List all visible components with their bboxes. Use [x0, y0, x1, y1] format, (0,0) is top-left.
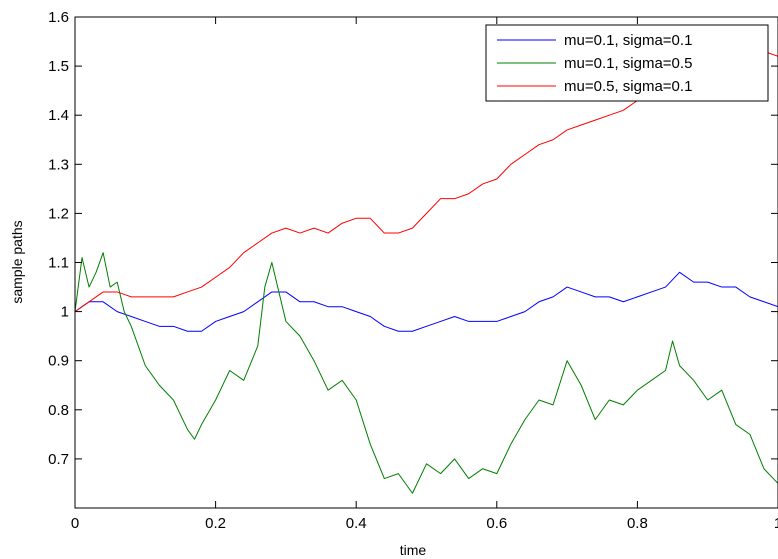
legend-label-3: mu=0.5, sigma=0.1	[564, 78, 692, 95]
legend: mu=0.1, sigma=0.1 mu=0.1, sigma=0.5 mu=0…	[485, 24, 769, 102]
y-tick-label: 0.8	[48, 402, 69, 419]
y-tick-label: 1.5	[48, 58, 69, 75]
y-tick-label: 1	[61, 304, 69, 321]
y-axis-title: sample paths	[9, 220, 25, 303]
legend-label-2: mu=0.1, sigma=0.5	[564, 55, 692, 72]
x-tick-label: 1	[774, 515, 778, 532]
y-tick-label: 1.1	[48, 255, 69, 272]
y-tick-label: 1.4	[48, 107, 69, 124]
legend-label-1: mu=0.1, sigma=0.1	[564, 32, 692, 49]
x-tick-label: 0.2	[205, 515, 226, 532]
series-line-1	[75, 271, 778, 332]
y-tick-label: 0.7	[48, 451, 69, 468]
y-tick-label: 1.2	[48, 205, 69, 222]
x-tick-label: 0	[71, 515, 79, 532]
y-tick-label: 1.3	[48, 156, 69, 173]
x-axis-title: time	[400, 542, 427, 558]
axis-layer: 0 0.2 0.4 0.6 0.8 1 0.7 0.8 0.9 1 1.1 1.2 1.3 1.4 1.5 1…	[48, 9, 778, 532]
x-tick-label: 0.4	[346, 515, 367, 532]
y-tick-label: 0.9	[48, 353, 69, 370]
y-tick-label: 1.6	[48, 9, 69, 26]
x-tick-label: 0.6	[486, 515, 507, 532]
series-line-2	[75, 252, 778, 494]
x-tick-label: 0.8	[627, 515, 648, 532]
